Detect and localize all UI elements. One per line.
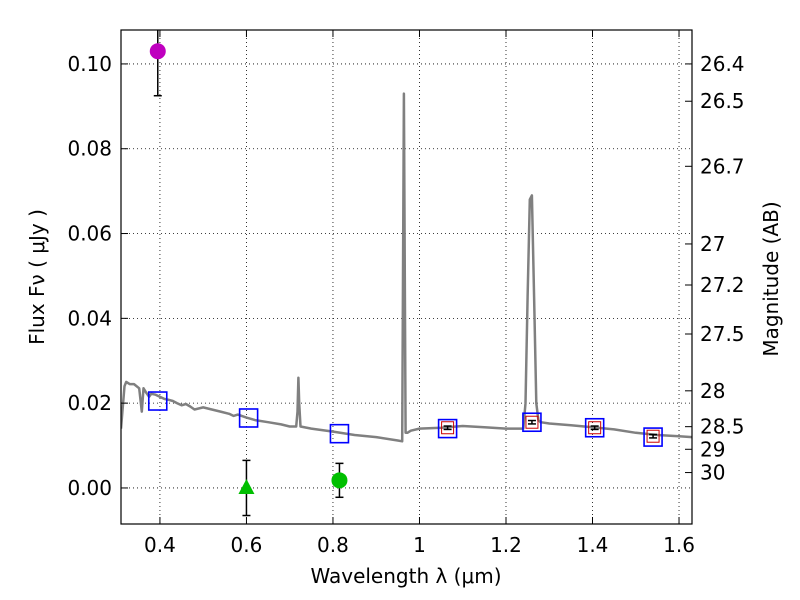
y-tick-label: 0.04	[67, 306, 112, 330]
mag-tick-label: 27.5	[700, 322, 745, 346]
model-layer	[121, 92, 692, 443]
model-spectrum-line	[121, 92, 692, 443]
mag-tick-label: 26.4	[700, 52, 745, 76]
x-tick-label: 0.4	[144, 533, 176, 557]
plot-frame	[120, 29, 693, 525]
y-tick-label: 0.06	[67, 222, 112, 246]
y-tick-label: 0.02	[67, 391, 112, 415]
marker-layer	[147, 30, 663, 517]
mag-tick-label: 26.5	[700, 89, 745, 113]
plot-area	[121, 30, 692, 517]
mag-tick-label: 28.5	[700, 415, 745, 439]
x-axis-label: Wavelength λ (μm)	[310, 564, 501, 588]
y-axis-label: Flux Fν ( μJy )	[25, 209, 49, 345]
x-axis: 0.4 0.6 0.8 1 1.2 1.4 1.6	[144, 30, 695, 557]
model-phot-point	[584, 417, 605, 438]
model-phot-point	[329, 423, 350, 444]
mag-tick-label: 27	[700, 232, 725, 256]
y-axis-right-label: Magnitude (AB)	[759, 201, 783, 356]
x-tick-label: 1	[413, 533, 426, 557]
x-tick-label: 1.2	[490, 533, 522, 557]
y-tick-label: 0.10	[67, 52, 112, 76]
x-tick-label: 0.6	[231, 533, 263, 557]
x-tick-label: 1.4	[577, 533, 609, 557]
model-phot-point	[238, 408, 259, 428]
observed-square-point	[588, 421, 602, 435]
observed-square-point	[525, 415, 539, 429]
x-tick-label: 1.6	[663, 533, 695, 557]
magenta-circle-point	[149, 43, 166, 60]
observed-square-point	[441, 421, 455, 435]
y-tick-label: 0.00	[67, 476, 112, 500]
model-phot-point	[522, 412, 542, 433]
model-phot-point	[643, 427, 663, 447]
mag-tick-label: 26.7	[700, 154, 745, 178]
model-phot-point	[147, 391, 168, 411]
green-circle-point	[331, 472, 348, 489]
model-phot-point	[437, 418, 458, 439]
mag-tick-label: 30	[700, 461, 725, 485]
x-tick-label: 0.8	[317, 533, 349, 557]
mag-tick-label: 28	[700, 379, 725, 403]
y-tick-label: 0.08	[67, 137, 112, 161]
mag-tick-label: 29	[700, 437, 725, 461]
y-axis: 0.00 0.02 0.04 0.06 0.08 0.10	[67, 52, 128, 500]
green-triangle-point	[238, 478, 255, 494]
mag-tick-label: 27.2	[700, 273, 745, 297]
observed-square-point	[646, 429, 660, 443]
